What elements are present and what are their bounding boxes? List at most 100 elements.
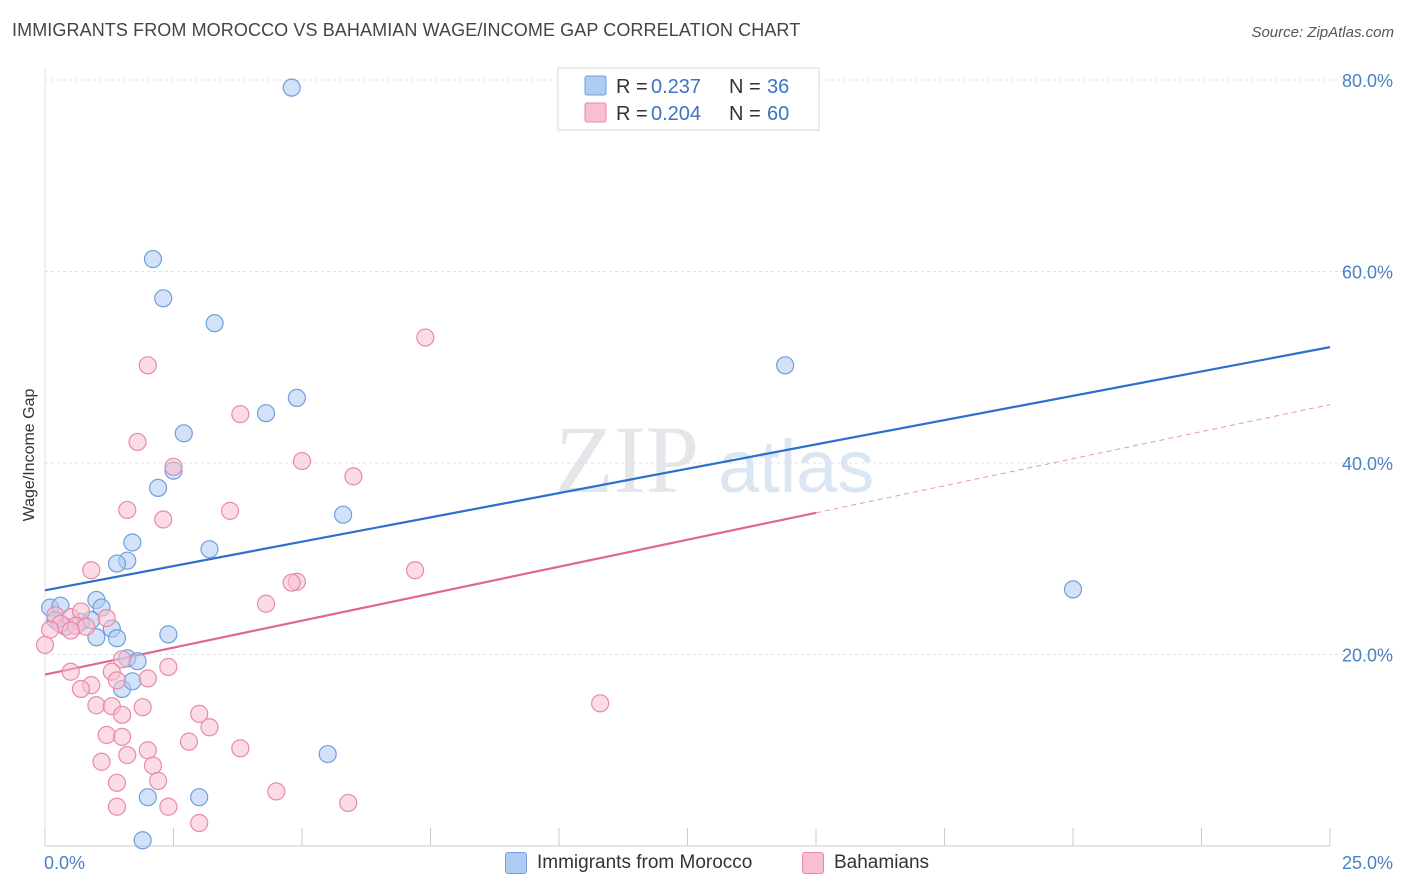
bottom-legend: Immigrants from Morocco Bahamians [0,852,1406,880]
morocco-point [154,289,173,308]
bahamians-point [138,356,157,375]
source-label: Source: ZipAtlas.com [1251,24,1394,41]
legend-swatch-bahamians [584,102,607,123]
bahamians-point [112,727,132,746]
bottom-legend-label-bahamians: Bahamians [834,852,930,873]
morocco-point [282,78,301,97]
morocco-point [256,404,276,423]
watermark-zip: ZIP [555,406,699,513]
morocco-point [159,625,178,644]
bahamians-point [92,752,111,771]
bahamians-point [231,739,250,758]
bahamians-point [35,635,55,655]
bahamians-point [97,725,116,745]
morocco-point [205,314,224,333]
bahamians-point [97,609,116,628]
watermark: ZIP atlas [555,406,874,513]
bahamians-point [138,669,157,688]
morocco-point [123,672,142,691]
morocco-point [143,249,163,269]
bahamians-point [339,793,358,813]
morocco-point [318,744,337,764]
legend-n-value-1: 36 [767,76,789,98]
legend-swatch-morocco [584,75,607,96]
bahamians-point [112,705,132,724]
bahamians-point [107,773,127,792]
y-tick-label: 80.0% [1342,71,1393,91]
trend-lines [44,346,1331,676]
morocco-point [200,540,219,559]
x-tick-label: 0.0% [44,853,85,873]
bahamians-point [143,756,163,775]
bahamians-point [61,662,80,681]
bahamians-point [164,457,183,476]
grid-lines [45,79,1392,655]
legend-n-value-2: 60 [767,103,789,125]
bahamians-point [107,671,127,690]
morocco-point [107,629,127,648]
bahamians-point [41,620,60,639]
bahamians-point [87,696,106,715]
morocco-point [287,388,306,407]
bahamians-point [190,813,209,833]
bottom-legend-item-bahamians: Bahamians [802,852,929,874]
bahamians-point [220,501,240,520]
morocco-point [174,424,193,443]
bahamians-point [159,797,178,816]
axes [44,68,1331,847]
data-points [35,78,1083,850]
morocco-trend-line [44,346,1331,592]
bahamians-point [405,561,425,580]
morocco-point [123,533,142,552]
x-tick-label: 25.0% [1342,853,1393,873]
bottom-legend-swatch-bahamians [802,852,824,874]
bahamians-point [82,561,101,580]
bahamians-point [133,698,152,717]
bahamians-point [282,573,301,592]
y-tick-label: 20.0% [1342,646,1393,666]
y-tick-label: 60.0% [1342,263,1393,283]
bahamians-point [138,741,157,760]
morocco-point [133,831,152,850]
chart-title: IMMIGRANTS FROM MOROCCO VS BAHAMIAN WAGE… [12,20,801,40]
tick-labels: 20.0% 40.0% 60.0% 80.0% 0.0% 25.0% [44,71,1393,873]
bottom-legend-label-morocco: Immigrants from Morocco [537,852,753,873]
bahamians-point [118,745,137,765]
bahamians-point [148,771,168,790]
morocco-point [1063,580,1083,599]
bahamians-point [107,797,127,816]
bahamians-point [267,782,286,801]
morocco-point [107,554,127,573]
legend-r-label-1: R = [616,76,648,98]
bahamians-point [179,732,199,751]
legend-n-label-1: N = [729,76,761,98]
legend-r-label-2: R = [616,103,648,125]
bahamians-point [159,657,178,677]
bahamians-point [292,451,312,471]
legend-r-value-1: 0.237 [651,76,701,98]
bahamians-point [77,617,96,636]
bahamians-point [118,500,137,520]
legend-n-label-2: N = [729,103,761,125]
legend-r-value-2: 0.204 [651,103,701,125]
morocco-point [138,788,157,807]
bahamians-point [154,510,173,529]
bahamians-point [416,328,435,347]
morocco-point [190,788,209,807]
bahamians-point [256,594,276,613]
legend: R = 0.237 N = 36 R = 0.204 N = 60 [557,67,820,131]
morocco-point [334,505,353,524]
bahamians-point [190,704,209,723]
bahamians-trend-line [44,511,817,676]
morocco-point [128,652,147,671]
bottom-legend-swatch-morocco [505,852,527,874]
bahamians-point [128,432,147,452]
y-tick-label: 40.0% [1342,454,1393,474]
bahamians-point [71,679,91,699]
bahamians-point [344,467,363,486]
bahamians-point [61,621,80,640]
bahamians-point [112,650,132,669]
bottom-legend-item-morocco: Immigrants from Morocco [505,852,752,874]
bahamians-point [591,694,610,713]
